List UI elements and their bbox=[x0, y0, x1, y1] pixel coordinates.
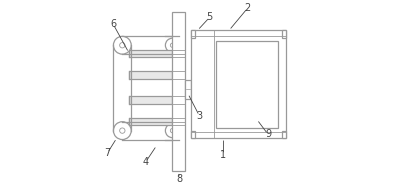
Text: 8: 8 bbox=[176, 174, 182, 184]
Bar bbox=[191, 30, 286, 138]
Circle shape bbox=[120, 43, 125, 48]
Text: 5: 5 bbox=[207, 12, 213, 22]
Circle shape bbox=[166, 38, 179, 52]
Bar bbox=[191, 30, 195, 38]
Text: 4: 4 bbox=[143, 157, 149, 167]
Circle shape bbox=[113, 122, 131, 140]
Text: 1: 1 bbox=[220, 150, 227, 160]
Text: 7: 7 bbox=[104, 148, 111, 158]
Circle shape bbox=[113, 36, 131, 54]
Bar bbox=[216, 41, 278, 128]
Text: 3: 3 bbox=[196, 111, 202, 121]
Circle shape bbox=[170, 43, 175, 47]
Bar bbox=[129, 96, 173, 104]
Bar bbox=[129, 71, 173, 79]
Text: 9: 9 bbox=[265, 129, 271, 139]
Bar bbox=[282, 131, 286, 138]
Text: 6: 6 bbox=[110, 19, 116, 29]
Bar bbox=[129, 118, 173, 125]
Bar bbox=[129, 50, 173, 57]
Bar bbox=[185, 80, 191, 99]
Bar bbox=[191, 131, 195, 138]
Circle shape bbox=[170, 128, 175, 133]
Text: 2: 2 bbox=[245, 3, 251, 13]
Bar bbox=[282, 30, 286, 38]
Bar bbox=[173, 12, 185, 171]
Circle shape bbox=[166, 124, 179, 138]
Circle shape bbox=[120, 128, 125, 133]
